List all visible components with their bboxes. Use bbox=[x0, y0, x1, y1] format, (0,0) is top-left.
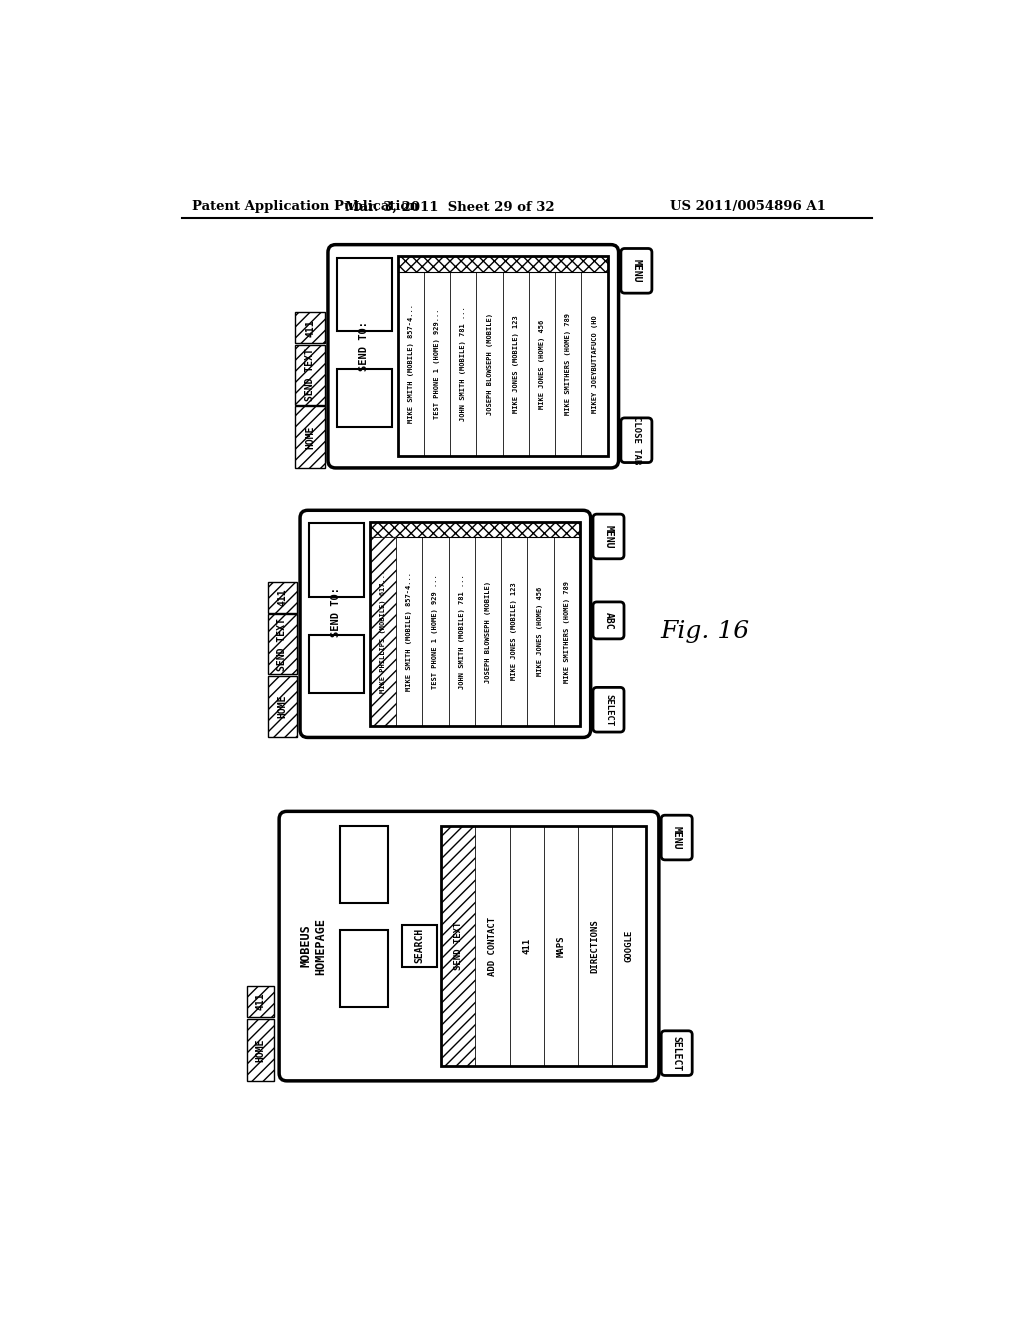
Bar bbox=[370, 521, 384, 537]
Bar bbox=[503, 272, 529, 457]
Text: DIRECTIONS: DIRECTIONS bbox=[591, 919, 600, 973]
Bar bbox=[370, 521, 580, 726]
Text: MIKEY JOEYBUTTAFUCO (HO: MIKEY JOEYBUTTAFUCO (HO bbox=[592, 315, 598, 413]
Bar bbox=[529, 272, 555, 457]
Bar bbox=[402, 924, 437, 966]
Text: SEND TEXT: SEND TEXT bbox=[278, 618, 287, 671]
Text: SEND TEXT: SEND TEXT bbox=[305, 348, 315, 401]
Text: MIKE JONES (MOBILE) 123: MIKE JONES (MOBILE) 123 bbox=[511, 582, 517, 680]
Text: ADD CONTACT: ADD CONTACT bbox=[488, 916, 497, 975]
Text: MIKE JONES (HOME) 456: MIKE JONES (HOME) 456 bbox=[538, 587, 544, 676]
Text: HOME: HOME bbox=[305, 425, 315, 449]
Bar bbox=[475, 537, 501, 726]
Text: 411: 411 bbox=[278, 589, 287, 606]
Text: MIKE PHILLIPS (MOBILE) 617...: MIKE PHILLIPS (MOBILE) 617... bbox=[380, 570, 386, 693]
FancyBboxPatch shape bbox=[280, 812, 658, 1081]
Bar bbox=[501, 537, 527, 726]
Text: MENU: MENU bbox=[603, 525, 613, 548]
Bar bbox=[295, 407, 325, 469]
Text: 411: 411 bbox=[305, 319, 315, 337]
Bar bbox=[441, 826, 646, 1067]
Text: MIKE JONES (MOBILE) 123: MIKE JONES (MOBILE) 123 bbox=[513, 315, 519, 413]
Text: MAPS: MAPS bbox=[556, 936, 565, 957]
FancyBboxPatch shape bbox=[328, 244, 618, 469]
Bar bbox=[267, 676, 297, 738]
Bar bbox=[337, 370, 391, 428]
Text: MIKE SMITH (MOBILE) 857-4...: MIKE SMITH (MOBILE) 857-4... bbox=[408, 305, 414, 424]
Bar bbox=[247, 986, 274, 1016]
Text: MENU: MENU bbox=[672, 826, 682, 849]
Text: ABC: ABC bbox=[603, 611, 613, 630]
Text: US 2011/0054896 A1: US 2011/0054896 A1 bbox=[671, 201, 826, 214]
Bar bbox=[396, 537, 422, 726]
FancyBboxPatch shape bbox=[662, 1031, 692, 1076]
Text: 411: 411 bbox=[256, 993, 265, 1010]
FancyBboxPatch shape bbox=[593, 602, 624, 639]
FancyBboxPatch shape bbox=[593, 515, 624, 558]
FancyBboxPatch shape bbox=[300, 511, 591, 738]
Bar bbox=[555, 272, 582, 457]
Bar bbox=[370, 537, 396, 726]
Bar bbox=[267, 614, 297, 675]
Bar bbox=[397, 256, 607, 272]
Bar bbox=[554, 537, 580, 726]
Bar bbox=[476, 272, 503, 457]
Bar bbox=[309, 524, 364, 597]
Text: SEND TO:: SEND TO: bbox=[332, 587, 341, 638]
Text: MIKE SMITH (MOBILE) 857-4...: MIKE SMITH (MOBILE) 857-4... bbox=[407, 572, 413, 692]
Bar bbox=[475, 826, 510, 1067]
Text: TEST PHONE 1 (HOME) 929...: TEST PHONE 1 (HOME) 929... bbox=[434, 309, 440, 420]
Bar bbox=[370, 521, 580, 537]
FancyBboxPatch shape bbox=[593, 688, 624, 733]
Bar bbox=[340, 929, 388, 1007]
Bar bbox=[337, 257, 391, 331]
Text: HOME: HOME bbox=[278, 694, 287, 718]
Bar bbox=[578, 826, 612, 1067]
Text: TEST PHONE 1 (HOME) 929 ...: TEST PHONE 1 (HOME) 929 ... bbox=[432, 574, 438, 689]
Text: SELECT: SELECT bbox=[672, 1035, 682, 1071]
Bar bbox=[295, 345, 325, 405]
FancyBboxPatch shape bbox=[621, 418, 652, 462]
Bar bbox=[267, 582, 297, 612]
FancyBboxPatch shape bbox=[621, 248, 652, 293]
Bar bbox=[422, 537, 449, 726]
Bar bbox=[449, 537, 475, 726]
Text: JOSEPH BLOWSEPH (MOBILE): JOSEPH BLOWSEPH (MOBILE) bbox=[486, 313, 493, 414]
Text: JOHN SMITH (MOBILE) 781 ...: JOHN SMITH (MOBILE) 781 ... bbox=[461, 306, 466, 421]
Bar bbox=[451, 272, 476, 457]
Text: HOME: HOME bbox=[256, 1039, 265, 1061]
Bar bbox=[527, 537, 554, 726]
Text: MIKE JONES (HOME) 456: MIKE JONES (HOME) 456 bbox=[539, 319, 545, 409]
Bar bbox=[309, 635, 364, 693]
Text: Mar. 3, 2011  Sheet 29 of 32: Mar. 3, 2011 Sheet 29 of 32 bbox=[345, 201, 554, 214]
Text: MOBEUS
HOMEPAGE: MOBEUS HOMEPAGE bbox=[299, 917, 328, 974]
FancyBboxPatch shape bbox=[662, 816, 692, 859]
Bar bbox=[612, 826, 646, 1067]
Text: JOSEPH BLOWSEPH (MOBILE): JOSEPH BLOWSEPH (MOBILE) bbox=[485, 581, 490, 682]
Bar bbox=[544, 826, 578, 1067]
Bar bbox=[441, 826, 475, 1067]
Text: SEARCH: SEARCH bbox=[415, 928, 425, 964]
Bar bbox=[397, 256, 607, 457]
Text: JOHN SMITH (MOBILE) 781 ...: JOHN SMITH (MOBILE) 781 ... bbox=[459, 574, 465, 689]
Text: SEND TEXT: SEND TEXT bbox=[454, 921, 463, 970]
Text: SEND TO:: SEND TO: bbox=[359, 321, 370, 371]
Bar bbox=[582, 272, 607, 457]
Text: Fig. 16: Fig. 16 bbox=[660, 620, 750, 643]
Bar bbox=[397, 272, 424, 457]
Text: MIKE SMITHERS (HOME) 789: MIKE SMITHERS (HOME) 789 bbox=[565, 313, 571, 414]
Bar bbox=[510, 826, 544, 1067]
Text: 411: 411 bbox=[522, 939, 531, 954]
Text: MENU: MENU bbox=[632, 259, 641, 282]
Bar bbox=[247, 1019, 274, 1081]
Text: MIKE SMITHERS (HOME) 789: MIKE SMITHERS (HOME) 789 bbox=[563, 581, 569, 682]
Text: GOOGLE: GOOGLE bbox=[625, 931, 634, 962]
Bar bbox=[295, 313, 325, 343]
Text: SELECT: SELECT bbox=[604, 693, 613, 726]
Text: Patent Application Publication: Patent Application Publication bbox=[191, 201, 418, 214]
Text: CLOSE TAB: CLOSE TAB bbox=[632, 416, 641, 465]
Bar bbox=[424, 272, 451, 457]
Bar bbox=[340, 826, 388, 903]
Bar bbox=[397, 256, 412, 272]
